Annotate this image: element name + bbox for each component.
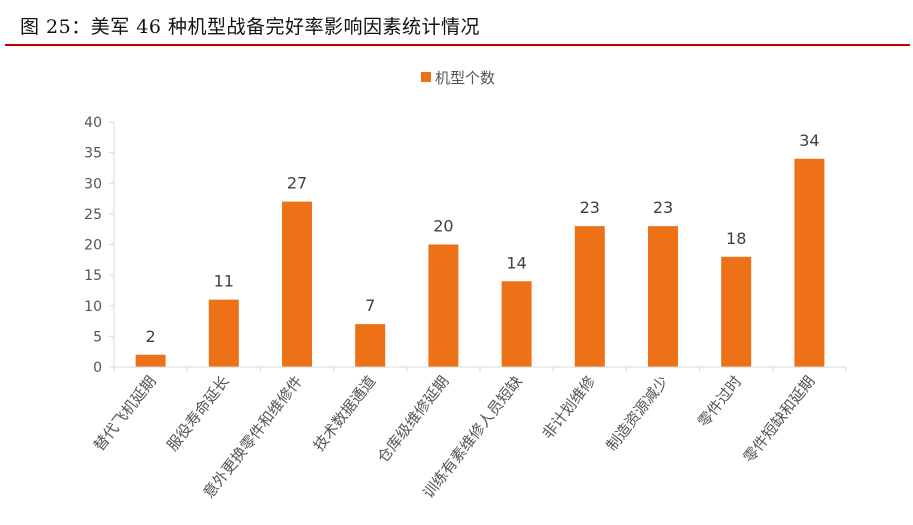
bar: [282, 201, 312, 367]
title-rule: [5, 44, 910, 46]
x-category-label: 替代飞机延期: [90, 372, 160, 454]
x-category-label: 零件过时: [694, 372, 745, 430]
y-tick-label: 0: [93, 360, 102, 376]
x-category-label: 制造资源减少: [603, 372, 673, 454]
y-tick-label: 30: [84, 176, 102, 192]
x-category-label: 仓库级维修延期: [374, 372, 453, 466]
data-label: 20: [433, 217, 453, 236]
data-label: 7: [365, 296, 375, 315]
x-category-label: 零件短缺和延期: [740, 372, 819, 466]
x-category-label: 非计划维修: [539, 372, 599, 442]
bar: [208, 299, 239, 367]
data-label: 23: [653, 198, 673, 217]
figure-header: 图 25：美军 46 种机型战备完好率影响因素统计情况: [0, 0, 913, 48]
legend-swatch: [421, 72, 431, 82]
bar: [135, 354, 166, 367]
bars: [135, 158, 825, 367]
data-label: 34: [799, 131, 819, 150]
bar: [794, 158, 825, 367]
y-tick-label: 20: [84, 238, 102, 254]
bar: [355, 324, 386, 367]
data-label: 14: [506, 253, 526, 272]
data-label: 2: [146, 327, 156, 346]
legend: 机型个数: [421, 69, 495, 87]
y-tick-label: 40: [84, 115, 102, 131]
bar: [574, 226, 605, 367]
figure-title: 图 25：美军 46 种机型战备完好率影响因素统计情况: [20, 16, 480, 38]
data-label: 18: [726, 229, 746, 248]
data-label: 27: [287, 174, 307, 193]
data-label: 23: [580, 198, 600, 217]
bar: [721, 256, 752, 367]
y-tick-label: 15: [84, 268, 102, 284]
y-axis: 0 5 10 15 20 25 30 35 40: [84, 115, 115, 376]
y-tick-label: 25: [84, 207, 102, 223]
data-labels: 2 11 27 7 20 14 23 23 18 34: [146, 131, 820, 346]
bar: [428, 244, 459, 367]
legend-label: 机型个数: [435, 69, 495, 87]
x-category-label: 服役寿命延长: [163, 372, 233, 454]
bar: [648, 226, 678, 367]
bar: [501, 281, 532, 367]
y-tick-label: 5: [93, 329, 102, 345]
y-tick-label: 10: [84, 299, 102, 315]
x-category-label: 技术数据通道: [310, 372, 380, 454]
x-axis: [113, 366, 847, 372]
data-label: 11: [214, 272, 234, 291]
y-tick-label: 35: [84, 146, 102, 162]
